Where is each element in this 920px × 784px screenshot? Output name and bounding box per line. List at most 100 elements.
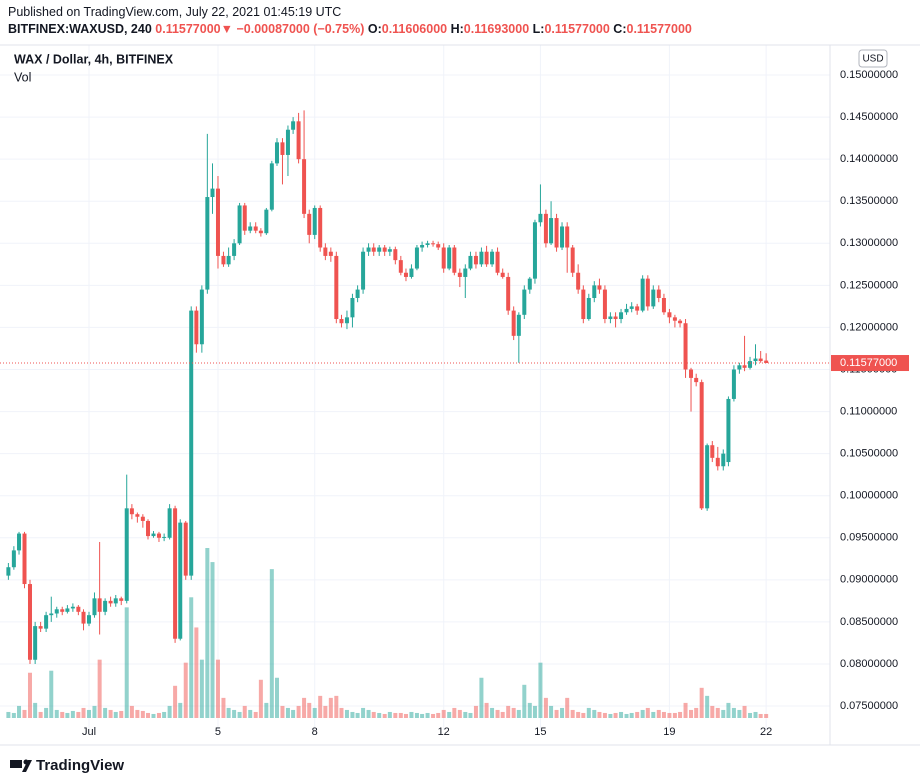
candle-body bbox=[656, 289, 661, 298]
volume-bar bbox=[323, 705, 328, 718]
candle-body bbox=[210, 188, 215, 198]
candle-body bbox=[366, 247, 371, 252]
candle-body bbox=[6, 567, 11, 576]
volume-bar bbox=[264, 702, 269, 718]
volume-bar bbox=[173, 685, 178, 718]
candle-body bbox=[731, 369, 736, 399]
volume-bar bbox=[76, 711, 81, 718]
candle-body bbox=[683, 323, 688, 370]
volume-bar bbox=[248, 709, 253, 718]
volume-bar bbox=[667, 712, 672, 718]
candle-body bbox=[199, 289, 204, 345]
volume-bar bbox=[33, 702, 38, 718]
volume-bar bbox=[436, 712, 441, 718]
candle-body bbox=[667, 312, 672, 318]
volume-bar bbox=[511, 707, 516, 718]
candle-body bbox=[65, 608, 70, 612]
volume-bar bbox=[27, 672, 32, 718]
candle-body bbox=[511, 310, 516, 336]
volume-bar bbox=[420, 713, 425, 718]
volume-bar bbox=[758, 713, 763, 718]
candle-body bbox=[463, 268, 468, 277]
candle-body bbox=[651, 289, 656, 307]
volume-bar bbox=[613, 712, 618, 718]
volume-bar bbox=[640, 709, 645, 718]
volume-bar bbox=[103, 707, 108, 718]
candle-body bbox=[339, 319, 344, 324]
candle-body bbox=[156, 533, 161, 538]
candle-body bbox=[269, 163, 274, 210]
candle-body bbox=[661, 297, 666, 313]
volume-bar bbox=[334, 695, 339, 718]
volume-bar bbox=[656, 709, 661, 718]
x-tick-label: 22 bbox=[760, 726, 772, 738]
volume-bar bbox=[715, 707, 720, 718]
volume-bar bbox=[532, 705, 537, 718]
volume-bar bbox=[431, 713, 436, 718]
x-tick-label: 12 bbox=[438, 726, 450, 738]
volume-bar bbox=[651, 711, 656, 718]
y-tick-label: 0.13500000 bbox=[840, 195, 898, 207]
volume-bar bbox=[522, 684, 527, 718]
y-tick-label: 0.12000000 bbox=[840, 321, 898, 333]
volume-bar bbox=[490, 707, 495, 718]
volume-bar bbox=[135, 709, 140, 718]
volume-bar bbox=[285, 707, 290, 718]
candle-body bbox=[387, 249, 392, 252]
volume-bar bbox=[339, 707, 344, 718]
y-tick-label: 0.13000000 bbox=[840, 237, 898, 249]
candle-body bbox=[146, 520, 151, 537]
volume-bar bbox=[661, 711, 666, 718]
candle-body bbox=[44, 615, 49, 629]
change: −0.00087000 (−0.75%) bbox=[236, 22, 365, 36]
candle-body bbox=[431, 243, 436, 245]
candle-body bbox=[97, 598, 102, 612]
candle-body bbox=[258, 230, 263, 234]
candle-body bbox=[135, 514, 140, 517]
volume-bar bbox=[274, 677, 279, 718]
volume-bar bbox=[597, 711, 602, 718]
volume-bar bbox=[576, 711, 581, 718]
volume-bar bbox=[726, 702, 731, 718]
h: 0.11693000 bbox=[463, 22, 530, 36]
candle-body bbox=[689, 369, 694, 378]
y-tick-label: 0.15000000 bbox=[840, 69, 898, 81]
last: 0.11577000 bbox=[155, 22, 221, 36]
candle-body bbox=[473, 255, 478, 265]
candle-body bbox=[398, 260, 403, 273]
y-tick-label: 0.14000000 bbox=[840, 153, 898, 165]
candle-body bbox=[506, 276, 511, 311]
volume-bar bbox=[629, 712, 634, 718]
candle-body bbox=[414, 247, 419, 269]
l: 0.11577000 bbox=[544, 22, 610, 36]
volume-bar bbox=[151, 713, 156, 718]
volume-bar bbox=[140, 710, 145, 718]
candle-body bbox=[710, 445, 715, 458]
candle-body bbox=[393, 249, 398, 261]
volume-bar bbox=[721, 709, 726, 718]
volume-bar bbox=[65, 712, 70, 718]
volume-bar bbox=[409, 711, 414, 718]
candle-body bbox=[162, 536, 167, 538]
volume-bar bbox=[452, 707, 457, 718]
candle-body bbox=[248, 226, 253, 231]
volume-bar bbox=[221, 697, 226, 718]
candle-body bbox=[532, 222, 537, 279]
candle-body bbox=[27, 584, 32, 660]
volume-bar bbox=[49, 670, 54, 718]
volume-bar bbox=[737, 709, 742, 718]
volume-bar bbox=[54, 709, 59, 718]
candle-body bbox=[189, 310, 194, 576]
volume-bar bbox=[683, 702, 688, 718]
volume-bar bbox=[403, 713, 408, 718]
volume-bar bbox=[457, 709, 462, 718]
candle-body bbox=[640, 278, 645, 311]
candle-body bbox=[420, 244, 425, 248]
x-tick-label: 5 bbox=[215, 726, 221, 738]
volume-bar bbox=[527, 702, 532, 718]
volume-bar bbox=[167, 705, 172, 718]
volume-bar bbox=[398, 712, 403, 718]
candle-body bbox=[441, 247, 446, 269]
grid bbox=[0, 45, 830, 730]
c: 0.11577000 bbox=[626, 22, 692, 36]
